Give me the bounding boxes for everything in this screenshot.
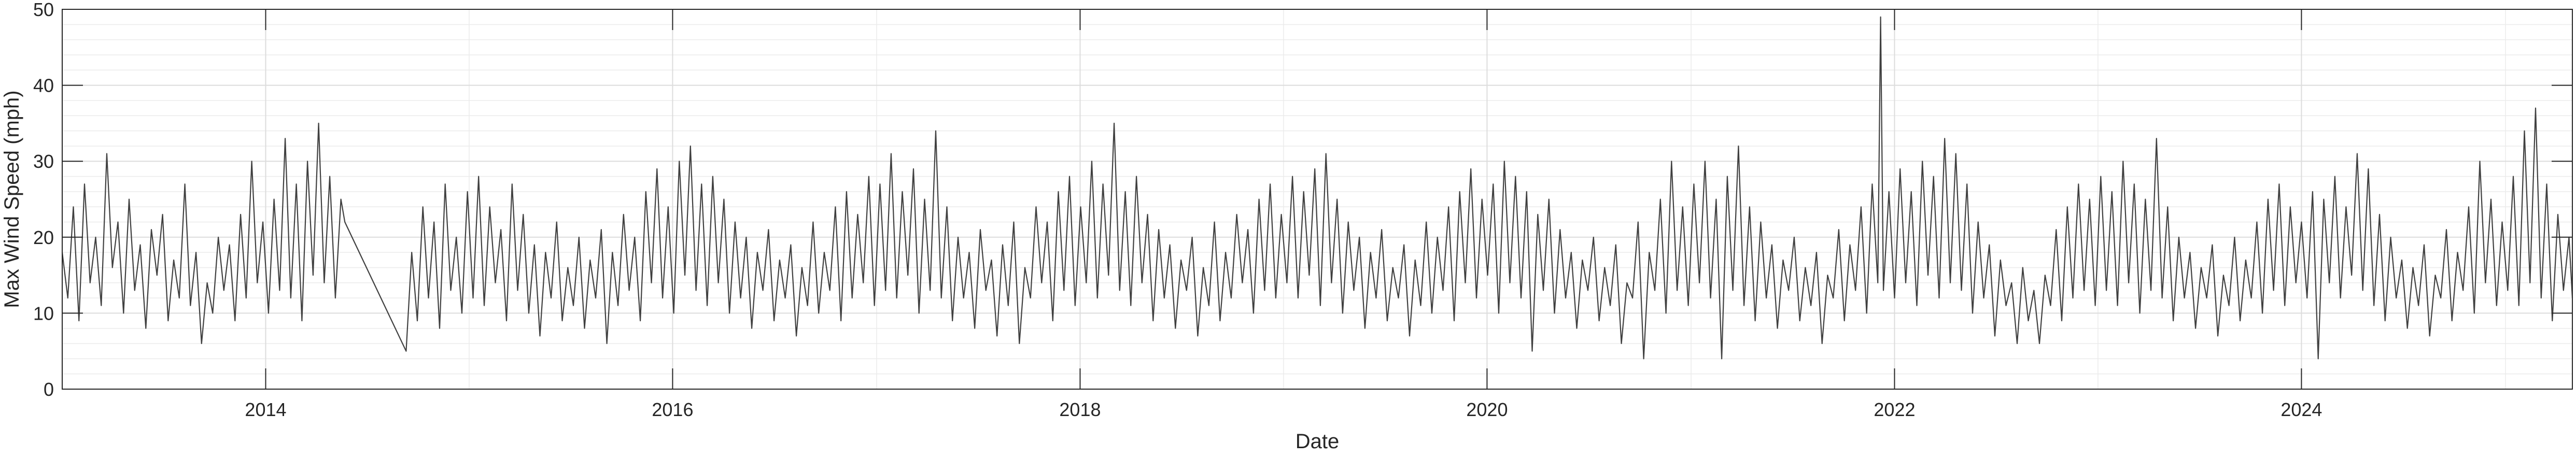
y-tick-label: 20 bbox=[33, 227, 54, 248]
y-tick-label: 30 bbox=[33, 151, 54, 172]
x-axis-label: Date bbox=[1296, 430, 1340, 453]
x-tick-label: 2018 bbox=[1059, 399, 1101, 420]
x-tick-label: 2022 bbox=[1874, 399, 1915, 420]
y-tick-label: 50 bbox=[33, 0, 54, 20]
y-tick-label: 0 bbox=[44, 379, 54, 400]
x-axis-ticks: 2014 2016 2018 2020 2022 2024 bbox=[245, 9, 2322, 420]
axes-box bbox=[62, 9, 2573, 390]
y-axis-label: Max Wind Speed (mph) bbox=[1, 90, 23, 308]
y-axis-ticks: 0 10 20 30 40 50 bbox=[33, 0, 2572, 400]
y-tick-label: 40 bbox=[33, 75, 54, 96]
x-tick-label: 2020 bbox=[1466, 399, 1508, 420]
x-tick-label: 2016 bbox=[652, 399, 693, 420]
y-tick-label: 10 bbox=[33, 303, 54, 324]
x-tick-label: 2024 bbox=[2281, 399, 2322, 420]
plot-area bbox=[62, 9, 2572, 389]
x-tick-label: 2014 bbox=[245, 399, 286, 420]
series-line-max-wind-speed bbox=[61, 16, 2573, 360]
